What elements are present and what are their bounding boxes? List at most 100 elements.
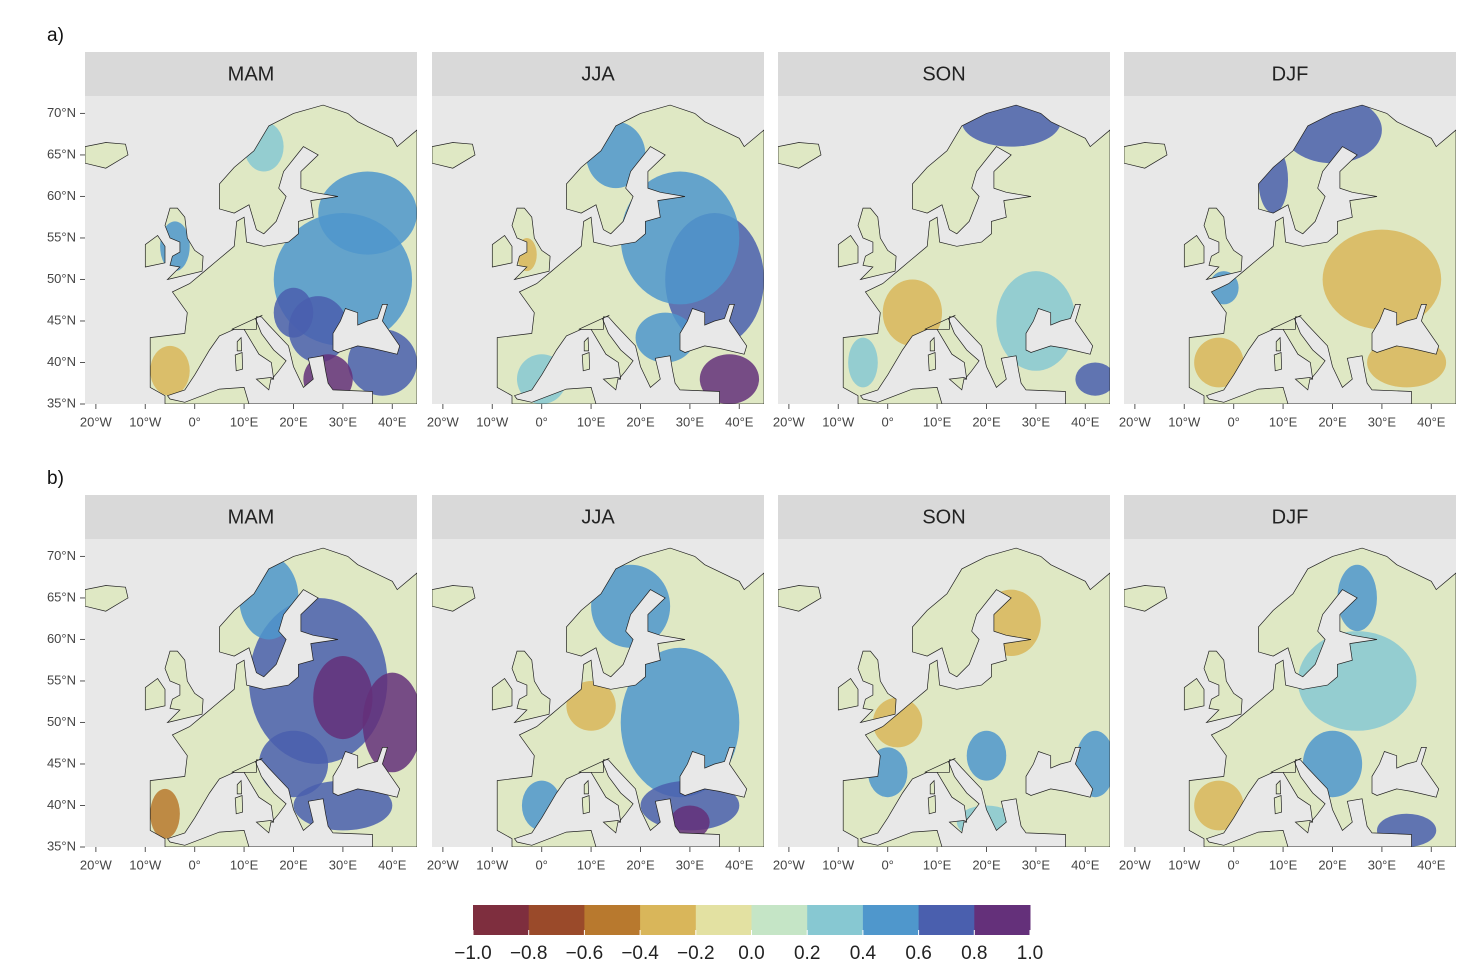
x-tick-label: 10°E [230,414,259,429]
anomaly-patch [244,121,284,172]
panel-label: a) [47,25,64,46]
coastline [602,819,619,834]
coastline [857,650,897,724]
coastline [332,304,401,355]
coastline [859,316,1066,404]
coastline [511,650,551,724]
map-title: MAM [228,506,275,528]
anomaly-patch [150,345,190,396]
x-tick-label: 20°W [80,414,113,429]
x-tick-label: 30°E [676,414,705,429]
colorbar-swatch [584,905,641,935]
x-tick-label: 40°E [725,414,754,429]
map-title: SON [922,63,965,85]
x-tick-label: 30°E [1022,414,1051,429]
y-tick-label: 60°N [47,631,76,646]
y-tick-label: 45°N [47,755,76,770]
strip [85,495,417,539]
x-tick-label: 10°E [577,414,606,429]
y-tick-label: 50°N [47,714,76,729]
coastline [1188,547,1456,847]
coastline [1270,314,1326,380]
coastline [778,585,822,612]
y-tick-label: 70°N [47,548,76,563]
anomaly-patch [1258,146,1289,214]
x-tick-label: 40°E [1417,857,1446,872]
coastline [432,585,476,612]
anomaly-patch [347,329,417,396]
colorbar-tick-label: 0.8 [961,943,987,964]
y-tick-label: 50°N [47,271,76,286]
anomaly-patch [961,96,1061,147]
colorbar-swatch [528,905,585,935]
coastline [1294,819,1311,834]
coastline [513,316,720,404]
anomaly-patch [1194,337,1244,388]
coastline [496,104,764,404]
coastline [679,747,748,798]
coastline [1371,304,1440,355]
coastline [924,757,980,823]
coastline [578,314,634,380]
x-tick-label: 10°E [230,857,259,872]
colorbar-tick-label: −1.0 [454,943,492,964]
map-title: MAM [228,63,275,85]
y-tick-label: 55°N [47,229,76,244]
colorbar-swatch [751,905,808,935]
colorbar-tick-label: 0.4 [850,943,877,964]
coastline [1188,104,1456,404]
y-tick-label: 45°N [47,312,76,327]
x-tick-label: 0° [881,857,893,872]
x-tick-label: 20°E [972,414,1001,429]
coastline [842,547,1110,847]
anomaly-patch [293,780,393,831]
coastline [432,142,476,169]
land [432,539,764,847]
x-tick-label: 30°E [1022,857,1051,872]
colorbar-swatch [974,905,1031,935]
anomaly-patch [318,171,417,255]
colorbar-swatch [640,905,697,935]
colorbar-tick-label: 0.6 [905,943,931,964]
map [85,96,417,404]
coastline [929,779,935,795]
coastline [857,207,897,281]
coastline [1203,650,1243,724]
anomaly-patch [1322,229,1442,330]
anomaly-patch [670,805,710,839]
x-tick-label: 20°W [773,414,806,429]
coastline [1270,757,1326,823]
coastline [602,376,619,391]
strip [85,52,417,96]
land [1124,96,1456,404]
coastline [234,795,243,815]
x-tick-label: 20°E [1318,857,1347,872]
land [85,96,417,404]
x-tick-label: 20°W [427,414,460,429]
anomaly-patch [635,312,695,363]
coastline [231,314,287,380]
y-tick-label: 40°N [47,354,76,369]
anomaly-patch [150,788,180,839]
anomaly-patch [516,354,567,404]
x-tick-label: 0° [1227,857,1239,872]
x-tick-label: 20°E [626,414,655,429]
anomaly-patch [1302,730,1363,798]
coastline [1275,336,1281,352]
x-tick-label: 30°E [1368,857,1397,872]
coastline [1273,352,1282,372]
anomaly-patch [273,287,314,338]
map [1124,539,1456,847]
coastline [927,352,936,372]
y-tick-label: 55°N [47,672,76,687]
anomaly-patch [996,271,1076,371]
coastline [583,779,589,795]
colorbar-swatch [918,905,975,935]
x-tick-label: 20°W [1119,857,1152,872]
land [85,539,417,847]
anomaly-patch [867,747,908,798]
anomaly-patch [1376,813,1437,847]
coastline [1205,759,1412,847]
coastline [85,585,129,612]
anomaly-patch [981,589,1041,657]
